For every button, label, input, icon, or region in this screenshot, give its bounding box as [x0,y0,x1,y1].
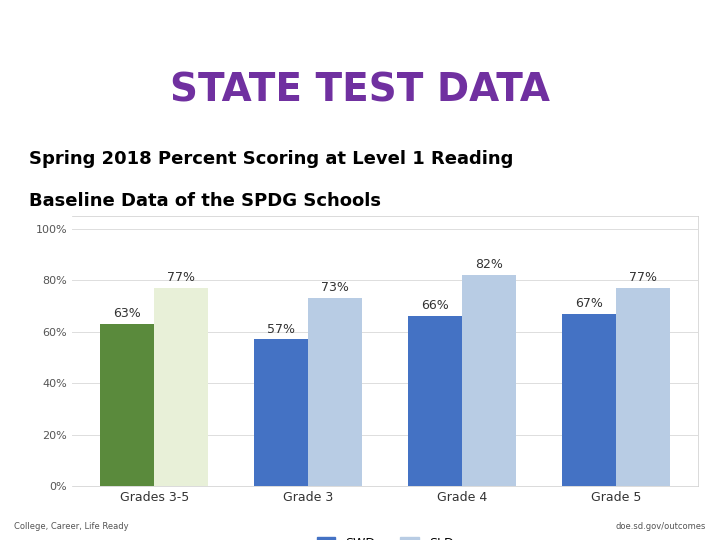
Text: Baseline Data of the SPDG Schools: Baseline Data of the SPDG Schools [29,192,380,210]
Bar [101,324,154,486]
Bar [154,288,208,486]
Bar [408,316,462,486]
Text: STATE TEST DATA: STATE TEST DATA [170,71,550,110]
Text: 82%: 82% [475,258,503,271]
Text: 66%: 66% [421,299,449,313]
Bar [254,340,308,486]
Text: 57%: 57% [267,322,295,335]
Bar [462,275,516,486]
Text: 63%: 63% [114,307,141,320]
Bar [616,288,670,486]
Text: 77%: 77% [629,271,657,284]
Legend: SWD, SLD: SWD, SLD [312,532,459,540]
Bar [562,314,616,486]
Bar [308,298,362,486]
Text: 67%: 67% [575,297,603,310]
Text: Spring 2018 Percent Scoring at Level 1 Reading: Spring 2018 Percent Scoring at Level 1 R… [29,150,513,168]
Text: doe.sd.gov/outcomes: doe.sd.gov/outcomes [615,522,706,531]
Text: south dakota
DEPARTMENT OF EDUCATION
Learning. Leadership. Service.: south dakota DEPARTMENT OF EDUCATION Lea… [43,20,126,36]
Text: 77%: 77% [167,271,195,284]
Text: College, Career, Life Ready: College, Career, Life Ready [14,522,129,531]
Text: 73%: 73% [321,281,349,294]
